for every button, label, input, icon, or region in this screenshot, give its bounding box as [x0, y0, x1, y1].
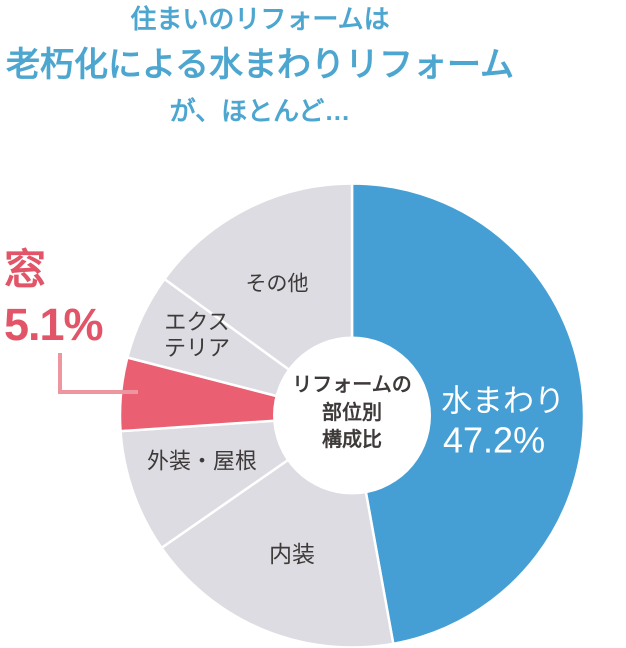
- pie-slice-0: [350, 182, 586, 646]
- slice-label-0-0: 水まわり: [441, 384, 565, 419]
- callout-line: [58, 353, 138, 394]
- title-line-1: 住まいのリフォームは: [130, 4, 390, 34]
- center-label-line-3: 構成比: [322, 427, 382, 451]
- title-line-2: 老朽化による水まわりリフォーム: [6, 46, 514, 84]
- title-line-3: が、ほとんど…: [169, 96, 351, 126]
- center-label-line-1: リフォームの: [292, 374, 411, 396]
- donut-center-circle: [273, 336, 431, 495]
- slice-label-4-1: テリア: [164, 336, 230, 361]
- window-label: 窓: [4, 246, 47, 293]
- slice-label-4-0: エクス: [164, 310, 229, 335]
- slice-label-2-0: 外装・屋根: [147, 449, 257, 474]
- title-block: 住まいのリフォームは 老朽化による水まわりリフォーム が、ほとんど…: [0, 2, 520, 128]
- center-label-line-2: 部位別: [322, 400, 382, 424]
- slice-label-1-0: 内装: [269, 541, 315, 567]
- slice-label-0-1: 47.2%: [443, 420, 545, 461]
- slice-label-5-0: その他: [246, 273, 309, 296]
- window-percent: 5.1%: [4, 299, 104, 350]
- window-callout: 窓 5.1%: [4, 246, 104, 350]
